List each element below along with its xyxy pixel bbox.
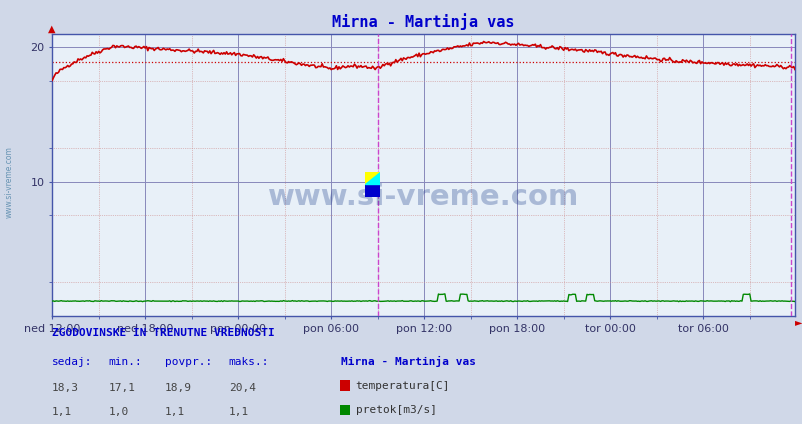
Text: pretok[m3/s]: pretok[m3/s] xyxy=(355,405,436,415)
Polygon shape xyxy=(365,184,379,197)
Text: 1,0: 1,0 xyxy=(108,407,128,417)
Text: 17,1: 17,1 xyxy=(108,383,136,393)
Text: www.si-vreme.com: www.si-vreme.com xyxy=(5,146,14,218)
Text: min.:: min.: xyxy=(108,357,142,367)
Text: ►: ► xyxy=(794,318,801,328)
Polygon shape xyxy=(365,172,379,184)
Text: 18,3: 18,3 xyxy=(52,383,79,393)
Polygon shape xyxy=(365,172,372,184)
Text: Mirna - Martinja vas: Mirna - Martinja vas xyxy=(341,356,476,367)
Text: sedaj:: sedaj: xyxy=(52,357,92,367)
Text: temperatura[C]: temperatura[C] xyxy=(355,381,450,391)
Text: povpr.:: povpr.: xyxy=(164,357,212,367)
Text: 1,1: 1,1 xyxy=(52,407,72,417)
Text: 18,9: 18,9 xyxy=(164,383,192,393)
Text: 20,4: 20,4 xyxy=(229,383,256,393)
Text: ZGODOVINSKE IN TRENUTNE VREDNOSTI: ZGODOVINSKE IN TRENUTNE VREDNOSTI xyxy=(52,328,274,338)
Text: 1,1: 1,1 xyxy=(229,407,249,417)
Text: www.si-vreme.com: www.si-vreme.com xyxy=(268,184,578,212)
Polygon shape xyxy=(365,172,379,184)
Text: ▲: ▲ xyxy=(48,24,56,34)
Title: Mirna - Martinja vas: Mirna - Martinja vas xyxy=(332,13,514,30)
Polygon shape xyxy=(372,172,379,184)
Text: maks.:: maks.: xyxy=(229,357,269,367)
Text: 1,1: 1,1 xyxy=(164,407,184,417)
